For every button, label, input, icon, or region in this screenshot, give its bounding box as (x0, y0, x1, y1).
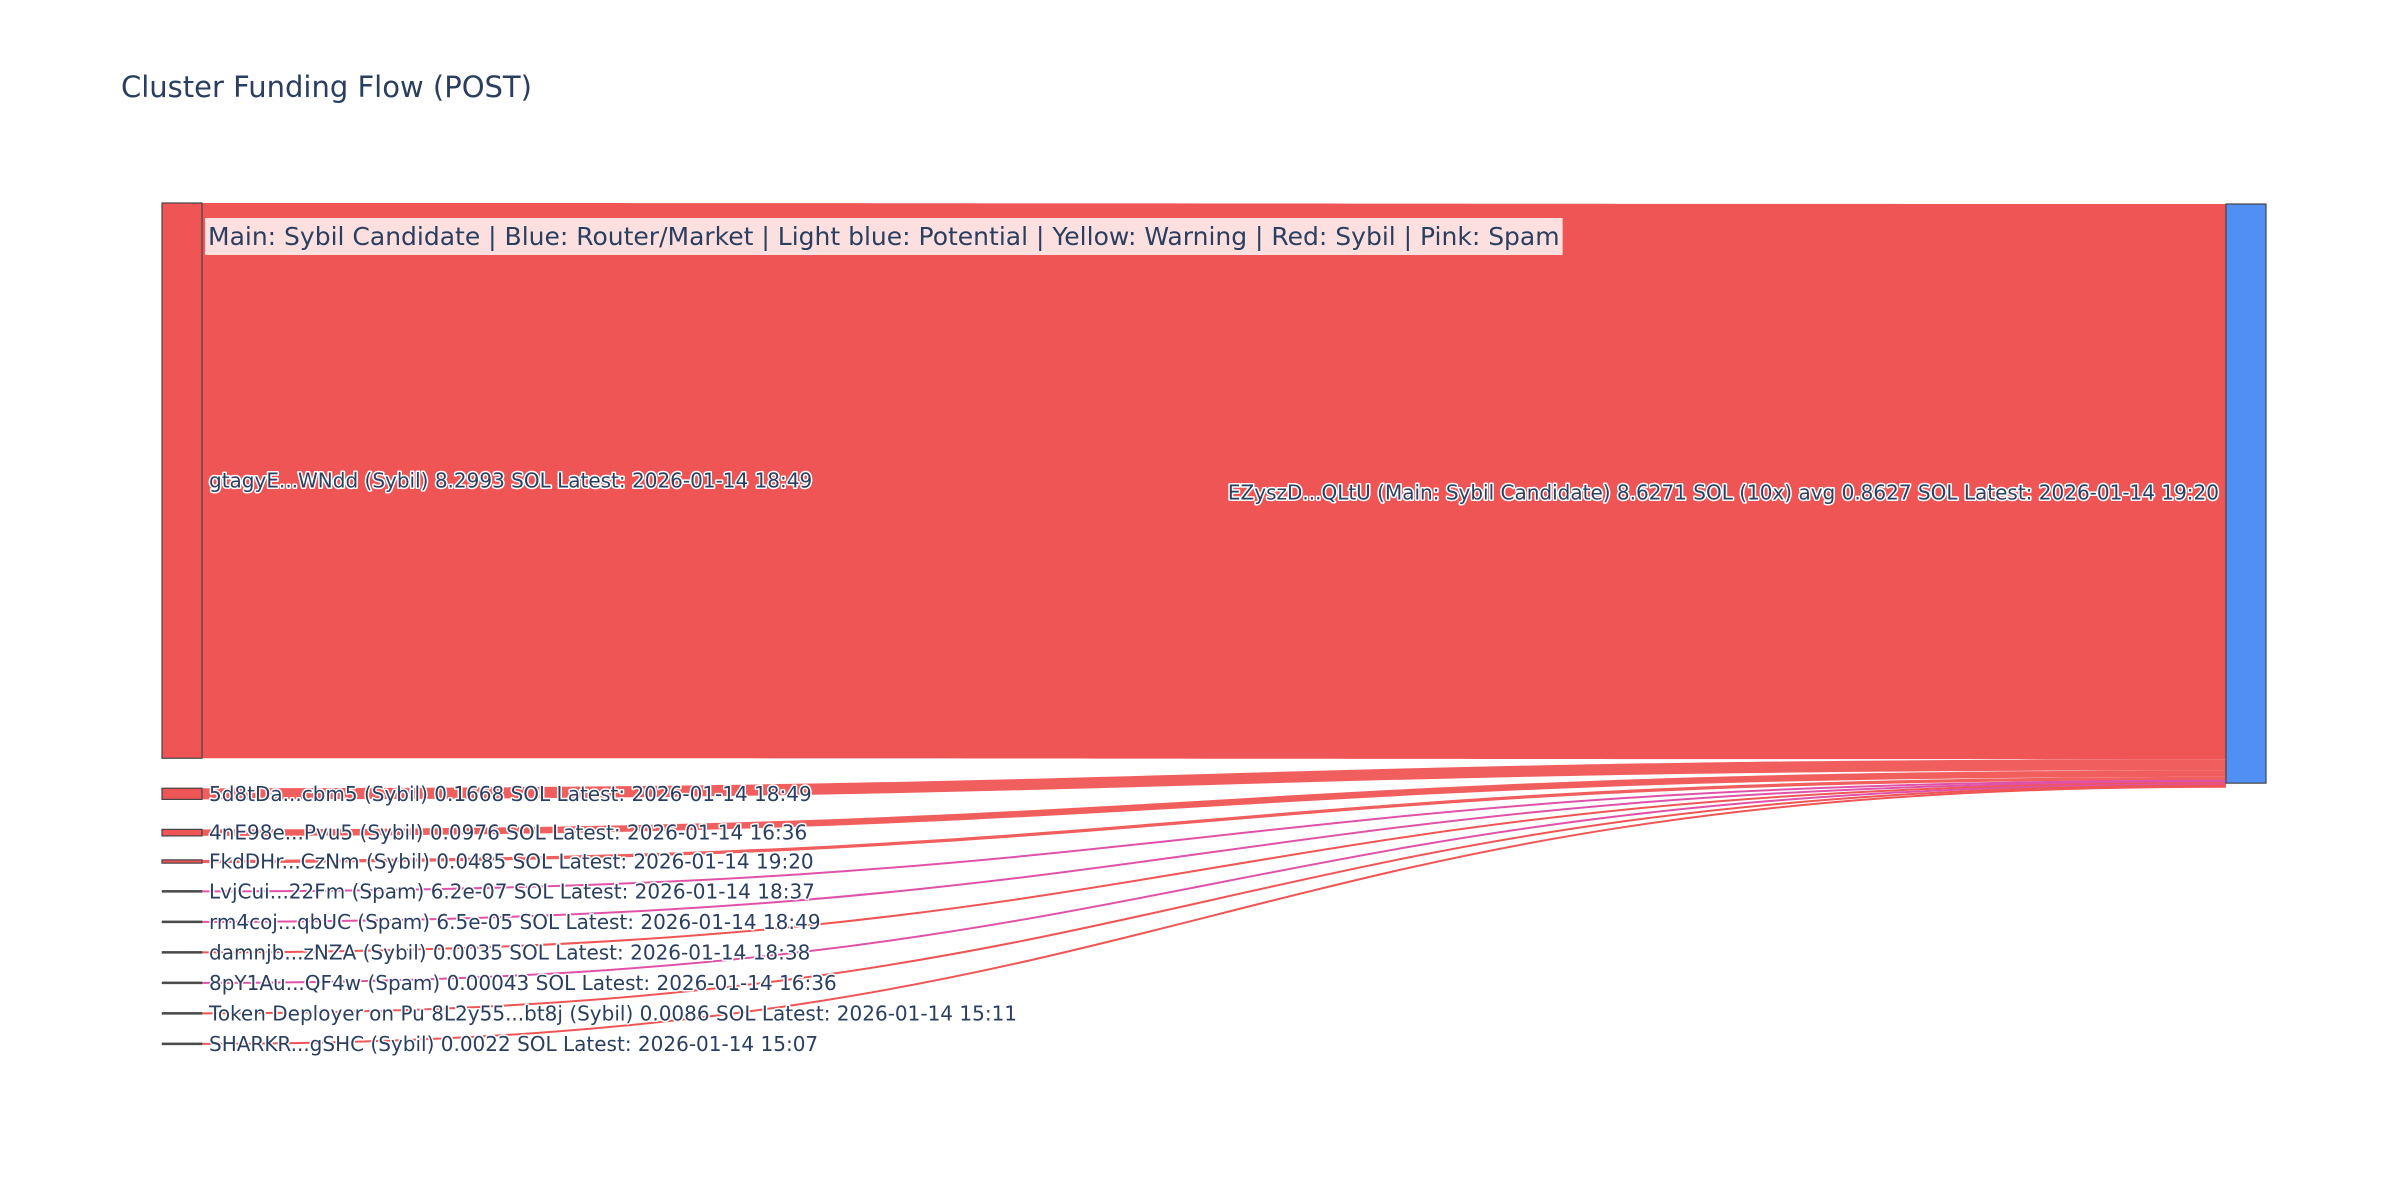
link-3 (202, 776, 2226, 864)
target-node[interactable] (2225, 203, 2267, 784)
link-4 (201, 779, 2227, 893)
source-node-9[interactable] (161, 1042, 203, 1046)
chart-title: Cluster Funding Flow (POST) (121, 70, 532, 104)
source-node-4[interactable] (161, 890, 203, 893)
link-2 (202, 770, 2226, 836)
source-label-0: gtagyE...WNdd (Sybil) 8.2993 SOL Latest:… (209, 469, 812, 493)
legend-background (205, 218, 1563, 255)
source-node-1[interactable] (161, 787, 203, 800)
source-node-3[interactable] (161, 859, 203, 864)
source-label-3: FkdDHr...CzNm (Sybil) 0.0485 SOL Latest:… (209, 850, 814, 874)
source-label-6: damnjb...zNZA (Sybil) 0.0035 SOL Latest:… (209, 940, 810, 964)
link-6 (201, 782, 2227, 954)
source-label-1: 5d8tDa...cbm5 (Sybil) 0.1668 SOL Latest:… (209, 782, 812, 806)
source-label-5: rm4coj...qbUC (Spam) 6.5e-05 SOL Latest:… (209, 910, 821, 934)
link-1 (202, 759, 2226, 800)
source-label-8: Token Deployer on Pu 8L2y55...bt8j (Sybi… (208, 1001, 1017, 1025)
legend-text: Main: Sybil Candidate | Blue: Router/Mar… (208, 222, 1560, 251)
source-node-7[interactable] (161, 981, 203, 985)
source-node-6[interactable] (161, 951, 203, 954)
link-5 (201, 780, 2227, 923)
link-8 (201, 784, 2227, 1015)
target-label: EZyszD...QLtU (Main: Sybil Candidate) 8.… (1228, 481, 2219, 505)
source-node-2[interactable] (161, 828, 203, 837)
link-9 (201, 785, 2227, 1045)
legend-group: Main: Sybil Candidate | Blue: Router/Mar… (205, 218, 1563, 255)
nodes-group (161, 202, 2267, 1046)
source-label-2: 4nE98e...Pvu5 (Sybil) 0.0976 SOL Latest:… (209, 821, 807, 845)
labels-group: gtagyE...WNdd (Sybil) 8.2993 SOL Latest:… (207, 467, 2221, 1057)
link-0 (202, 203, 2226, 760)
source-node-5[interactable] (161, 920, 203, 924)
links-group (201, 203, 2227, 1045)
source-node-8[interactable] (161, 1012, 203, 1015)
source-label-4: LvjCui...22Fm (Spam) 6.2e-07 SOL Latest:… (209, 879, 815, 903)
source-label-9: SHARKR...gSHC (Sybil) 0.0022 SOL Latest:… (209, 1032, 818, 1056)
source-label-7: 8pY1Au...QF4w (Spam) 0.00043 SOL Latest:… (209, 971, 837, 995)
source-node-0[interactable] (161, 202, 203, 759)
link-7 (201, 783, 2227, 984)
